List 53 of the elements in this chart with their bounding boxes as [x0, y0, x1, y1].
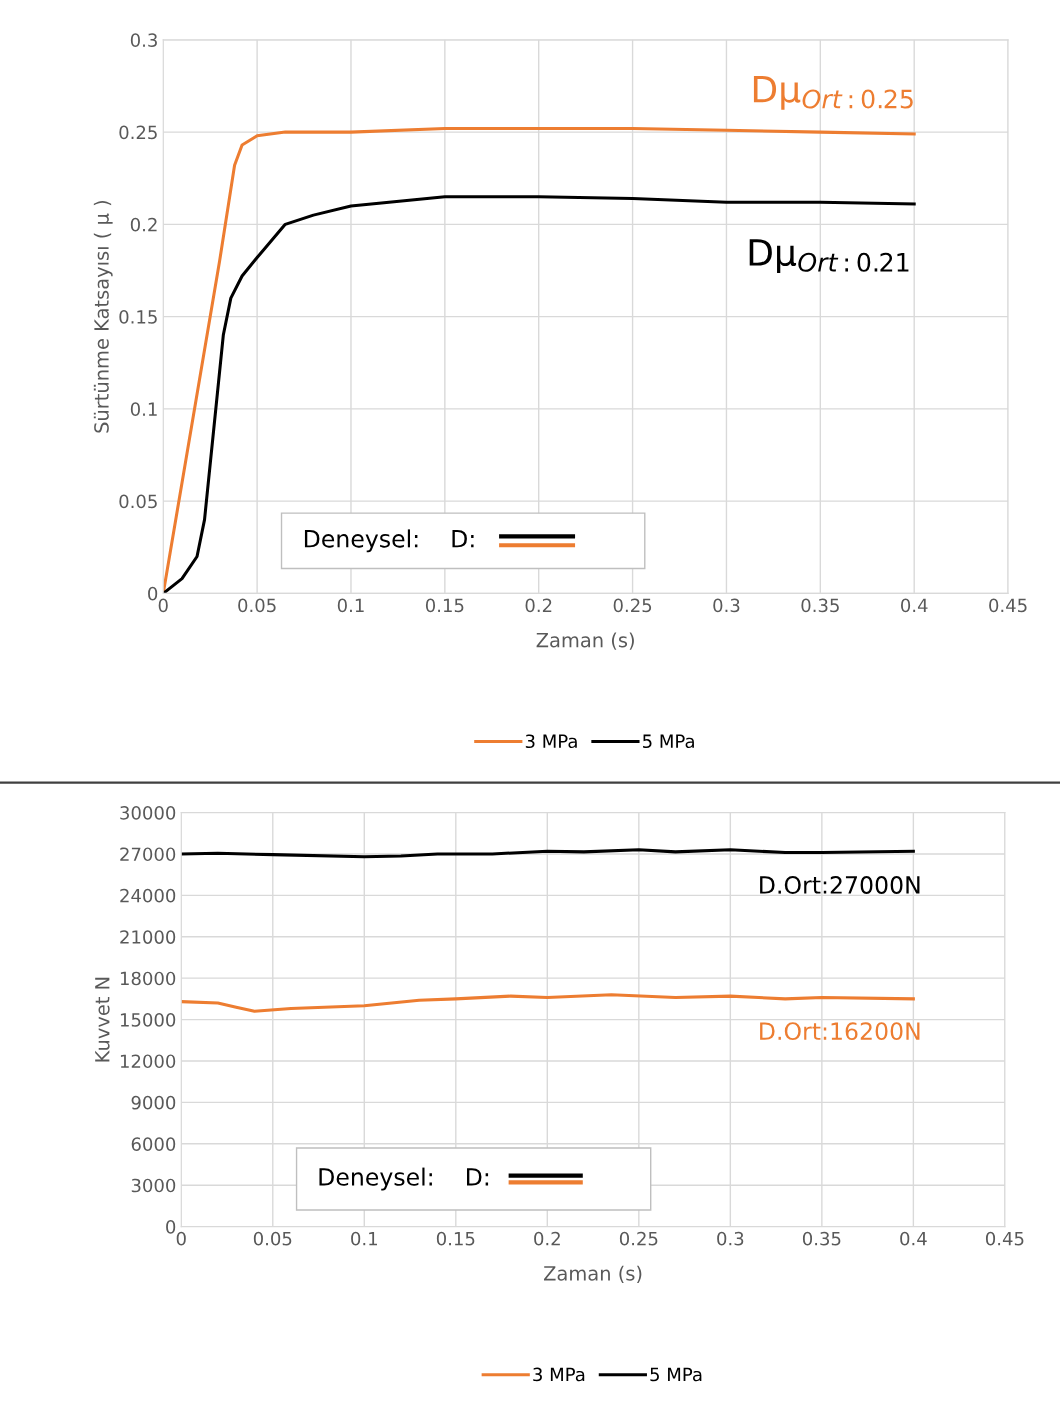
y-tick-label: 0.2 — [130, 217, 157, 232]
legend-label: 3 MPa — [533, 1367, 585, 1382]
x-tick-label: 0.4 — [900, 1231, 927, 1246]
annotation: D.Ort:27000N — [760, 876, 920, 894]
x-axis-title: Zaman (s) — [536, 632, 634, 650]
line-series — [181, 848, 915, 859]
x-tick-label: 0.2 — [525, 598, 552, 613]
y-tick-label: 0.1 — [130, 402, 157, 416]
annotation: Deneysel: D: — [304, 529, 474, 553]
y-tick-label: 24000 — [120, 888, 176, 903]
y-tick-label: 18000 — [120, 971, 176, 986]
x-tick-label: 0.1 — [351, 1231, 377, 1246]
annotation: Dμ$_{Ort:0.21}$ — [749, 239, 909, 274]
y-tick-label: 6000 — [131, 1137, 176, 1151]
y-axis-title: Sürtünme Katsayısı ( μ ) — [93, 201, 113, 433]
x-tick-label: 0.25 — [613, 598, 652, 613]
annotation: Deneysel: D: — [319, 1167, 489, 1191]
y-tick-label: 3000 — [131, 1178, 176, 1193]
legend-label: 5 MPa — [643, 734, 694, 749]
x-tick-label: 0.15 — [436, 1231, 475, 1246]
y-tick-label: 0.25 — [119, 125, 157, 140]
x-tick-label: 0.1 — [337, 598, 364, 613]
x-tick-label: 0.05 — [253, 1231, 292, 1246]
x-tick-label: 0.45 — [985, 1231, 1024, 1246]
annotation: Dμ$_{Ort:0.25}$ — [753, 75, 913, 110]
y-tick-label: 21000 — [120, 930, 176, 944]
x-tick-label: 0.4 — [901, 598, 928, 613]
y-tick-label: 9000 — [131, 1095, 176, 1110]
x-tick-label: 0.2 — [534, 1231, 560, 1246]
x-tick-label: 0.15 — [425, 598, 464, 613]
x-tick-label: 0 — [176, 1231, 186, 1246]
legend-label: 5 MPa — [650, 1367, 702, 1382]
y-axis-title: Kuvvet N — [95, 977, 110, 1062]
line-series — [181, 993, 915, 1013]
y-tick-label: 0.15 — [119, 310, 157, 324]
y-tick-label: 12000 — [120, 1054, 176, 1069]
y-tick-label: 15000 — [120, 1013, 176, 1027]
y-tick-label: 0.05 — [119, 494, 157, 509]
x-tick-label: 0.35 — [801, 598, 839, 613]
x-tick-label: 0.05 — [238, 598, 276, 613]
x-tick-label: 0.35 — [802, 1231, 841, 1246]
y-tick-label: 0 — [148, 586, 158, 601]
y-tick-label: 27000 — [120, 847, 176, 862]
x-axis-title: Zaman (s) — [544, 1265, 642, 1283]
x-tick-label: 0.25 — [619, 1231, 658, 1246]
x-tick-label: 0.45 — [989, 598, 1027, 613]
x-tick-label: 0.3 — [713, 598, 740, 613]
y-tick-label: 30000 — [120, 805, 176, 820]
y-tick-label: 0.3 — [130, 33, 157, 47]
y-tick-label: 0 — [166, 1220, 176, 1234]
x-tick-label: 0.3 — [717, 1231, 744, 1246]
legend-label: 3 MPa — [525, 734, 577, 749]
annotation: D.Ort:16200N — [760, 1022, 920, 1041]
